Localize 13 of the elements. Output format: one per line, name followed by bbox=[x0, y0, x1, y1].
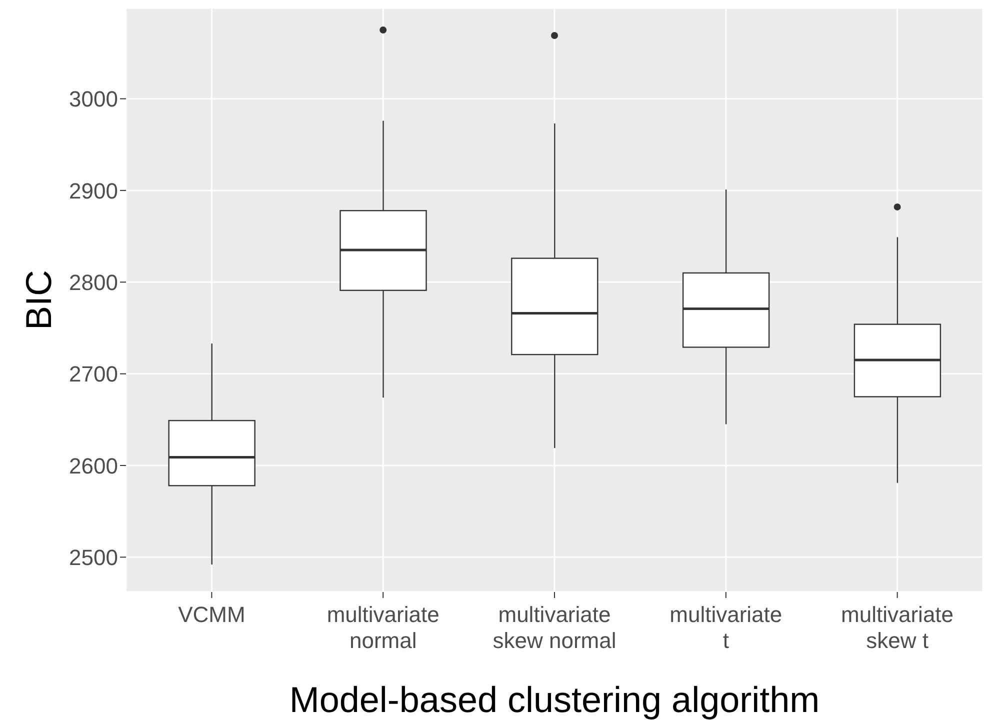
x-tick-label: multivariate skew t bbox=[841, 602, 954, 653]
y-tick-label: 2600 bbox=[69, 453, 118, 478]
y-tick-label: 3000 bbox=[69, 86, 118, 112]
y-tick-label: 2700 bbox=[69, 362, 118, 387]
y-tick-label: 2800 bbox=[69, 270, 118, 295]
y-axis-title: BIC bbox=[18, 270, 59, 330]
x-tick-label: VCMM bbox=[178, 602, 246, 627]
y-tick-label: 2900 bbox=[69, 178, 118, 204]
x-tick-label: multivariate normal bbox=[326, 602, 440, 653]
x-tick-label: multivariate skew normal bbox=[492, 602, 616, 653]
x-tick-label: multivariate t bbox=[670, 602, 782, 653]
y-tick-label: 2500 bbox=[69, 544, 118, 570]
x-axis-title: Model-based clustering algorithm bbox=[289, 679, 820, 720]
